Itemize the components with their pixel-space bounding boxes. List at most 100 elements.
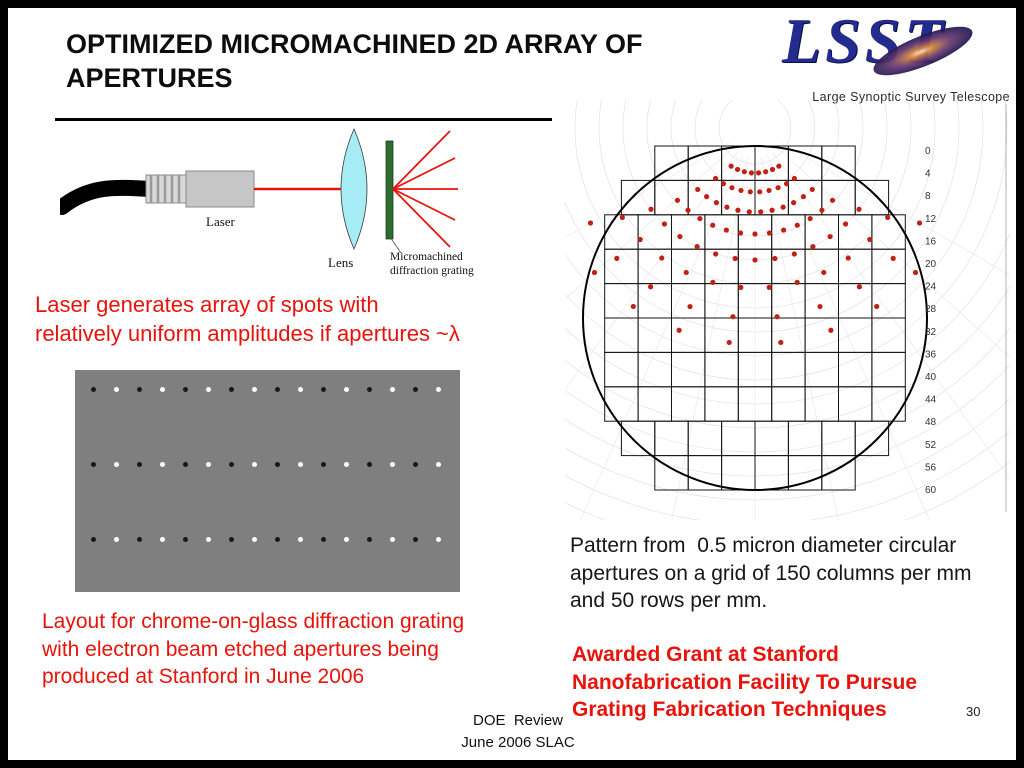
aperture-dot: [206, 537, 211, 542]
aperture-dot: [114, 462, 119, 467]
aperture-dot: [390, 387, 395, 392]
aperture-dot: [321, 387, 326, 392]
laser-caption: Laser generates array of spots with rela…: [35, 291, 575, 348]
aperture-dot: [160, 537, 165, 542]
diffracted-rays: [392, 130, 458, 248]
laser-label: Laser: [206, 214, 235, 229]
aperture-dot: [114, 387, 119, 392]
svg-text:8: 8: [925, 191, 931, 202]
aperture-dot: [252, 462, 257, 467]
svg-text:56: 56: [925, 462, 937, 473]
aperture-dot: [436, 462, 441, 467]
grant-caption-line-3: Grating Fabrication Techniques: [572, 698, 887, 722]
grant-caption-line-1: Awarded Grant at Stanford: [572, 643, 839, 666]
layout-caption: Layout for chrome-on-glass diffraction g…: [42, 608, 522, 691]
aperture-dot: [390, 537, 395, 542]
svg-text:20: 20: [925, 259, 937, 270]
lens-label: Lens: [328, 255, 354, 270]
contour-arcs: [565, 100, 1010, 520]
aperture-dot: [275, 462, 280, 467]
aperture-dot: [183, 387, 188, 392]
page-title-line-1: OPTIMIZED MICROMACHINED 2D ARRAY OF: [66, 29, 643, 59]
aperture-dot: [298, 537, 303, 542]
aperture-dot: [275, 387, 280, 392]
aperture-dot: [160, 462, 165, 467]
page-title-line-2: APERTURES: [66, 62, 233, 93]
laser-caption-line-2: relatively uniform amplitudes if apertur…: [35, 320, 460, 346]
fiber-cable: [60, 179, 158, 215]
aperture-dot: [344, 462, 349, 467]
grating-label: Micromachined diffraction grating: [390, 251, 510, 279]
aperture-dot: [137, 537, 142, 542]
aperture-dot: [367, 462, 372, 467]
svg-text:32: 32: [925, 327, 937, 338]
laser-caption-line-1: Laser generates array of spots with: [35, 292, 379, 317]
svg-text:40: 40: [925, 372, 937, 383]
aperture-dot: [160, 387, 165, 392]
svg-text:24: 24: [925, 282, 937, 293]
slide: OPTIMIZED MICROMACHINED 2D ARRAY OF APER…: [8, 8, 1016, 760]
page-title: OPTIMIZED MICROMACHINED 2D ARRAY OF APER…: [66, 28, 706, 96]
aperture-dot: [183, 462, 188, 467]
pattern-caption: Pattern from 0.5 micron diameter circula…: [570, 532, 1010, 615]
layout-caption-line-2: with electron beam etched apertures bein…: [42, 637, 439, 661]
aperture-dot: [298, 387, 303, 392]
aperture-dot: [321, 537, 326, 542]
aperture-dot: [137, 387, 142, 392]
aperture-dot: [206, 462, 211, 467]
laser-body: [185, 170, 255, 208]
logo-subtitle: Large Synoptic Survey Telescope: [812, 90, 1010, 104]
aperture-dot: [229, 387, 234, 392]
aperture-dot: [436, 387, 441, 392]
aperture-dot: [183, 537, 188, 542]
aperture-dot: [91, 537, 96, 542]
aperture-dot: [367, 537, 372, 542]
laser-setup-svg: [60, 127, 458, 254]
aperture-dot: [413, 387, 418, 392]
svg-text:0: 0: [925, 146, 931, 157]
aperture-dot: [229, 537, 234, 542]
pattern-caption-line-3: and 50 rows per mm.: [570, 589, 768, 613]
aperture-dot: [137, 462, 142, 467]
spot-dots: [587, 163, 923, 346]
diffraction-grating: [385, 140, 394, 240]
pattern-caption-line-1: Pattern from 0.5 micron diameter circula…: [570, 534, 957, 557]
title-divider: [55, 118, 552, 121]
lens: [340, 127, 368, 251]
slide-footer: DOE Review June 2006 SLAC: [388, 710, 648, 754]
layout-caption-line-3: produced at Stanford in June 2006: [42, 665, 365, 689]
svg-text:16: 16: [925, 236, 937, 247]
svg-text:36: 36: [925, 349, 937, 360]
aperture-dot: [367, 387, 372, 392]
label-leader-line: [389, 236, 402, 254]
aperture-dot: [344, 387, 349, 392]
aperture-dot: [252, 537, 257, 542]
footer-line-1: DOE Review: [472, 712, 564, 729]
aperture-dot: [344, 537, 349, 542]
sensor-grid: [604, 145, 906, 491]
svg-text:48: 48: [925, 417, 937, 428]
aperture-dot: [91, 462, 96, 467]
grant-caption: Awarded Grant at Stanford Nanofabricatio…: [572, 641, 992, 724]
pattern-caption-line-2: apertures on a grid of 150 columns per m…: [570, 561, 972, 585]
grant-caption-line-2: Nanofabrication Facility To Pursue: [572, 670, 918, 694]
svg-text:60: 60: [925, 485, 937, 496]
aperture-dot: [390, 462, 395, 467]
footer-line-2: June 2006 SLAC: [461, 733, 575, 751]
aperture-dot: [413, 462, 418, 467]
aperture-dot: [298, 462, 303, 467]
layout-caption-line-1: Layout for chrome-on-glass diffraction g…: [42, 610, 465, 633]
radial-lines: [565, 142, 1010, 520]
page-number: 30: [966, 704, 981, 719]
svg-text:28: 28: [925, 304, 937, 315]
grating-label-line-2: diffraction grating: [390, 264, 474, 277]
aperture-dot: [114, 537, 119, 542]
grating-label-line-1: Micromachined: [390, 251, 463, 263]
lsst-logo: LSST Large Synoptic Survey Telescope: [778, 8, 1010, 108]
aperture-dot: [206, 387, 211, 392]
grating-layout-panel: [75, 370, 460, 592]
svg-text:4: 4: [925, 169, 931, 180]
svg-text:44: 44: [925, 395, 937, 406]
